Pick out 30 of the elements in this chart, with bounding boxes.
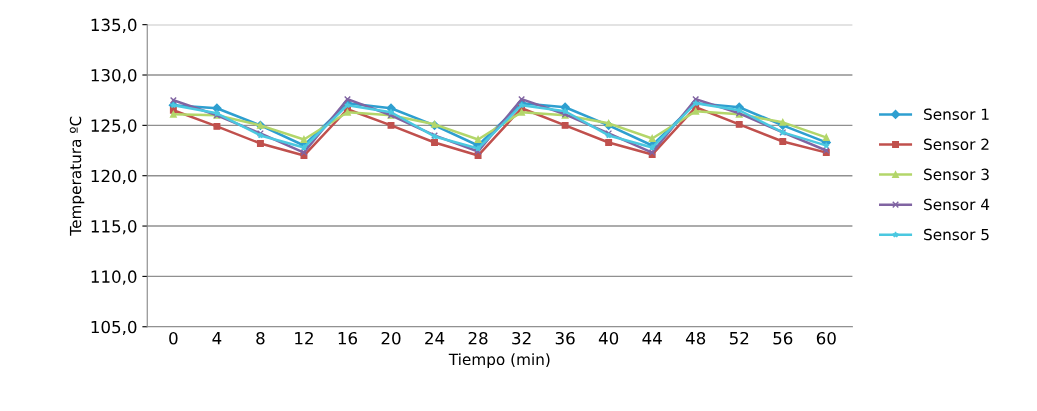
x-tick-label: 36 bbox=[555, 331, 575, 345]
y-tick-label: 115,0 bbox=[91, 220, 137, 235]
legend-label: Sensor 5 bbox=[924, 228, 989, 241]
x-tick-label: 56 bbox=[773, 331, 793, 345]
y-tick-label: 135,0 bbox=[91, 18, 137, 33]
y-tick-label: 120,0 bbox=[91, 169, 137, 184]
x-axis-title: Tiempo (min) bbox=[448, 353, 550, 369]
x-tick-label: 52 bbox=[729, 331, 749, 345]
y-tick-label: 105,0 bbox=[91, 320, 137, 336]
legend-label: Sensor 2 bbox=[924, 138, 989, 151]
x-tick-label: 12 bbox=[295, 331, 313, 345]
legend-label: Sensor 1 bbox=[924, 108, 989, 121]
x-tick-label: 40 bbox=[598, 331, 619, 345]
y-tick-label: 125,0 bbox=[91, 119, 137, 134]
x-tick-label: 28 bbox=[468, 331, 488, 345]
x-tick-label: 44 bbox=[642, 332, 662, 345]
x-tick-label: 48 bbox=[685, 331, 706, 345]
y-tick-label: 110,0 bbox=[91, 270, 137, 285]
x-tick-label: 16 bbox=[338, 331, 358, 345]
x-tick-label: 8 bbox=[256, 331, 265, 345]
x-tick-label: 24 bbox=[425, 331, 445, 345]
y-tick-label: 130,0 bbox=[91, 68, 137, 84]
x-tick-label: 60 bbox=[816, 331, 836, 345]
x-tick-label: 0 bbox=[169, 331, 178, 345]
x-tick-label: 20 bbox=[381, 331, 401, 345]
legend-label: Sensor 3 bbox=[924, 168, 989, 181]
x-tick-label: 32 bbox=[512, 331, 531, 345]
legend-label: Sensor 4 bbox=[924, 198, 990, 211]
y-axis-title: Temperatura ºC bbox=[69, 116, 85, 236]
x-tick-label: 4 bbox=[212, 332, 222, 345]
